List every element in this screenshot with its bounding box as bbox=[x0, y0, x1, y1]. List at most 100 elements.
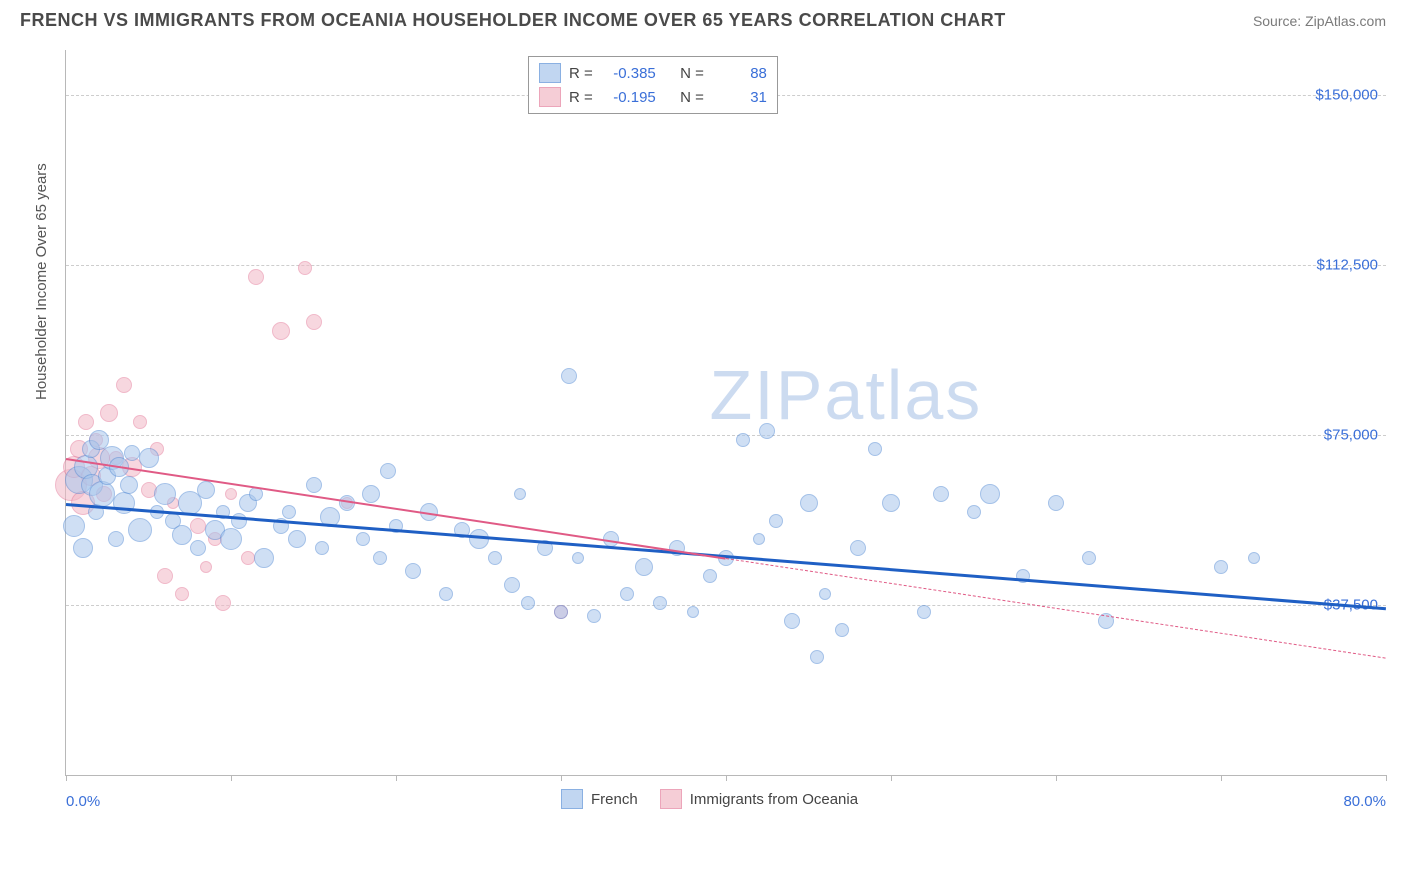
data-point bbox=[687, 606, 699, 618]
data-point bbox=[133, 415, 147, 429]
data-point bbox=[282, 505, 296, 519]
data-point bbox=[89, 481, 115, 507]
data-point bbox=[753, 533, 765, 545]
data-point bbox=[172, 525, 192, 545]
watermark: ZIPatlas bbox=[710, 355, 983, 435]
y-tick-label: $112,500 bbox=[1317, 257, 1378, 274]
data-point bbox=[917, 605, 931, 619]
data-point bbox=[521, 596, 535, 610]
data-point bbox=[653, 596, 667, 610]
data-point bbox=[736, 433, 750, 447]
n-value: 88 bbox=[712, 65, 767, 82]
data-point bbox=[73, 538, 93, 558]
data-point bbox=[362, 485, 380, 503]
data-point bbox=[241, 551, 255, 565]
data-point bbox=[215, 595, 231, 611]
data-point bbox=[405, 563, 421, 579]
data-point bbox=[116, 377, 132, 393]
y-tick-label: $150,000 bbox=[1315, 87, 1378, 104]
chart-container: Householder Income Over 65 years $37,500… bbox=[45, 50, 1385, 810]
data-point bbox=[784, 613, 800, 629]
data-point bbox=[810, 650, 824, 664]
legend-row: R = -0.195 N = 31 bbox=[539, 85, 767, 109]
x-tick bbox=[726, 775, 727, 781]
data-point bbox=[128, 518, 152, 542]
data-point bbox=[868, 442, 882, 456]
plot-area: $37,500$75,000$112,500$150,0000.0%80.0%Z… bbox=[65, 50, 1386, 776]
data-point bbox=[835, 623, 849, 637]
data-point bbox=[175, 587, 189, 601]
data-point bbox=[157, 568, 173, 584]
y-axis-label: Householder Income Over 65 years bbox=[33, 163, 50, 400]
data-point bbox=[100, 404, 118, 422]
legend-swatch bbox=[539, 87, 561, 107]
data-point bbox=[272, 322, 290, 340]
data-point bbox=[356, 532, 370, 546]
data-point bbox=[587, 609, 601, 623]
trend-line bbox=[66, 458, 726, 560]
data-point bbox=[1048, 495, 1064, 511]
r-value: -0.385 bbox=[601, 65, 656, 82]
correlation-legend: R = -0.385 N = 88 R = -0.195 N = 31 bbox=[528, 56, 778, 114]
data-point bbox=[554, 605, 568, 619]
r-label: R = bbox=[569, 89, 593, 106]
r-value: -0.195 bbox=[601, 89, 656, 106]
data-point bbox=[769, 514, 783, 528]
source-attribution: Source: ZipAtlas.com bbox=[1253, 13, 1386, 29]
x-tick bbox=[1221, 775, 1222, 781]
data-point bbox=[967, 505, 981, 519]
data-point bbox=[200, 561, 212, 573]
x-tick bbox=[1386, 775, 1387, 781]
legend-item: Immigrants from Oceania bbox=[660, 789, 858, 809]
data-point bbox=[469, 529, 489, 549]
gridline-h bbox=[66, 265, 1386, 266]
data-point bbox=[620, 587, 634, 601]
data-point bbox=[108, 531, 124, 547]
n-value: 31 bbox=[712, 89, 767, 106]
r-label: R = bbox=[569, 65, 593, 82]
data-point bbox=[254, 548, 274, 568]
data-point bbox=[1248, 552, 1260, 564]
data-point bbox=[190, 540, 206, 556]
x-tick bbox=[561, 775, 562, 781]
data-point bbox=[63, 515, 85, 537]
data-point bbox=[306, 314, 322, 330]
data-point bbox=[197, 481, 215, 499]
legend-label: Immigrants from Oceania bbox=[690, 791, 858, 808]
n-label: N = bbox=[680, 89, 704, 106]
data-point bbox=[850, 540, 866, 556]
legend-row: R =-0.385 N =88 bbox=[539, 61, 767, 85]
legend-item: French bbox=[561, 789, 638, 809]
data-point bbox=[78, 414, 94, 430]
data-point bbox=[882, 494, 900, 512]
x-max-label: 80.0% bbox=[1343, 793, 1386, 810]
x-tick bbox=[231, 775, 232, 781]
data-point bbox=[504, 577, 520, 593]
data-point bbox=[298, 261, 312, 275]
data-point bbox=[288, 530, 306, 548]
data-point bbox=[933, 486, 949, 502]
legend-swatch bbox=[539, 63, 561, 83]
data-point bbox=[819, 588, 831, 600]
data-point bbox=[306, 477, 322, 493]
data-point bbox=[759, 423, 775, 439]
series-legend: French Immigrants from Oceania bbox=[561, 789, 858, 809]
data-point bbox=[373, 551, 387, 565]
data-point bbox=[439, 587, 453, 601]
legend-label: French bbox=[591, 791, 638, 808]
x-min-label: 0.0% bbox=[66, 793, 100, 810]
legend-swatch bbox=[660, 789, 682, 809]
data-point bbox=[703, 569, 717, 583]
data-point bbox=[1082, 551, 1096, 565]
data-point bbox=[635, 558, 653, 576]
trend-line bbox=[726, 558, 1386, 659]
data-point bbox=[514, 488, 526, 500]
chart-title: FRENCH VS IMMIGRANTS FROM OCEANIA HOUSEH… bbox=[20, 10, 1006, 31]
data-point bbox=[154, 483, 176, 505]
data-point bbox=[139, 448, 159, 468]
data-point bbox=[120, 476, 138, 494]
gridline-h bbox=[66, 605, 1386, 606]
y-tick-label: $75,000 bbox=[1324, 427, 1378, 444]
data-point bbox=[1214, 560, 1228, 574]
data-point bbox=[225, 488, 237, 500]
